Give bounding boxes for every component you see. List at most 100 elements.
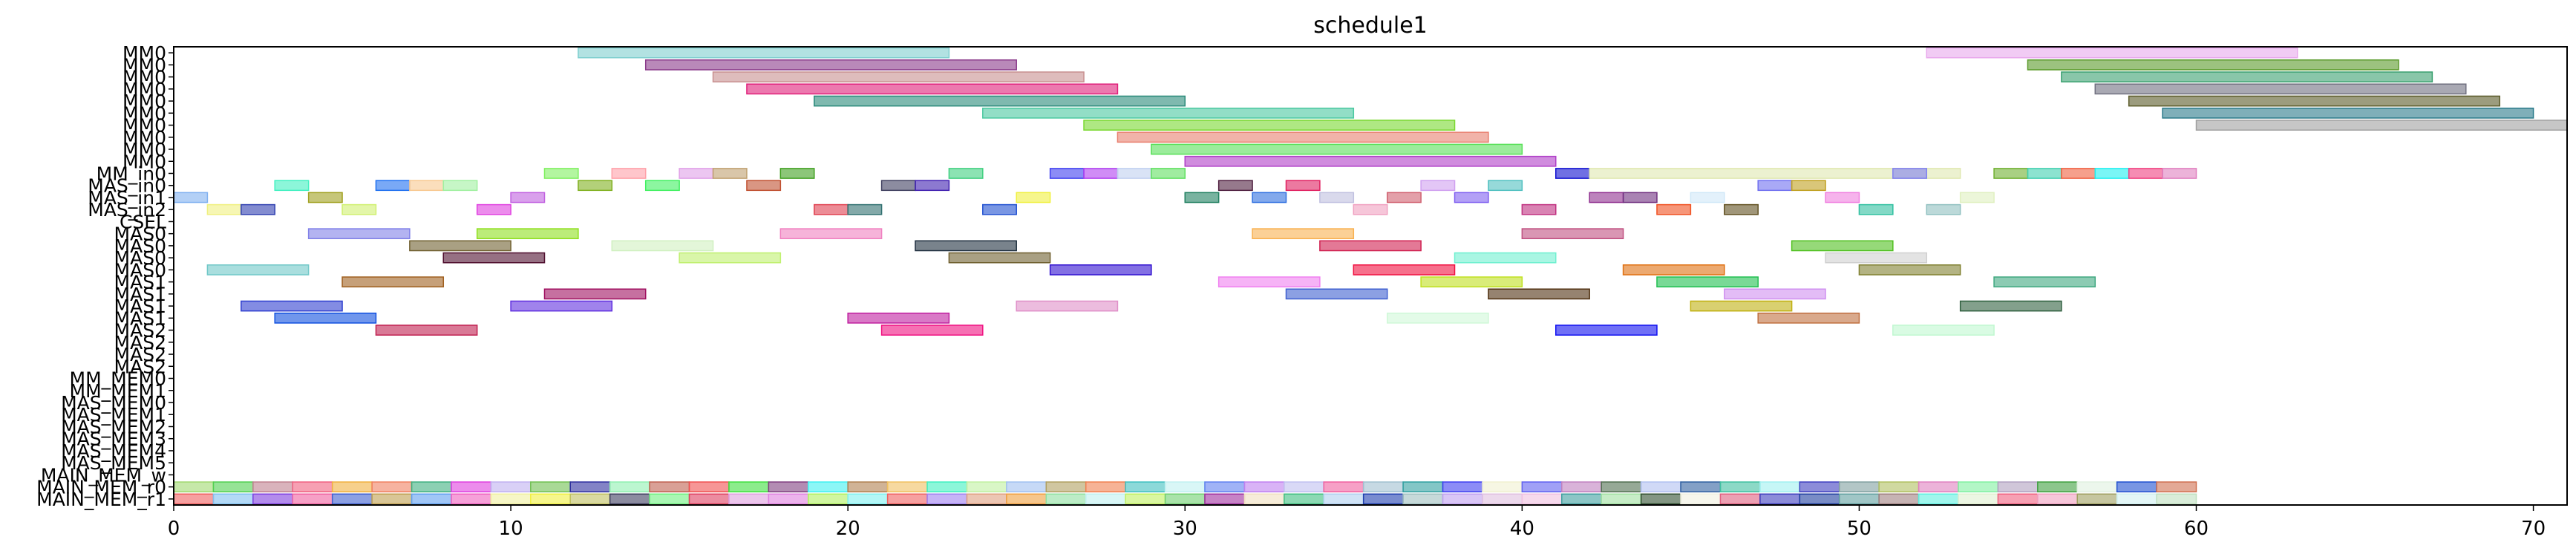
gantt-bar-101 [1656, 276, 1759, 287]
mem-bar-37-39 [1719, 493, 1761, 505]
mem-bar-36-28 [1284, 481, 1324, 493]
mem-bar-36-14 [728, 481, 770, 493]
y-tick-label-18: MAS0 [114, 259, 166, 281]
gantt-bar-4 [712, 71, 1085, 82]
mem-bar-36-13 [688, 481, 730, 493]
gantt-bar-68 [476, 203, 511, 215]
gantt-bar-5 [2061, 71, 2433, 82]
gantt-bar-42 [746, 180, 782, 192]
gantt-bar-72 [1353, 203, 1388, 215]
mem-bar-36-40 [1759, 481, 1801, 493]
y-tick-label-23: MAS2 [114, 320, 166, 342]
mem-bar-37-18 [886, 493, 928, 505]
y-tick-label-24: MAS2 [114, 332, 166, 353]
gantt-bar-18 [611, 168, 647, 179]
y-tick-label-0: MM0 [122, 42, 166, 64]
mem-bar-36-7 [451, 481, 492, 493]
gantt-bar-62 [1690, 192, 1725, 203]
mem-bar-37-19 [926, 493, 968, 505]
gantt-bar-77 [1926, 203, 1961, 215]
mem-bar-37-20 [966, 493, 1007, 505]
gantt-bar-34 [2128, 168, 2163, 179]
mem-bar-36-4 [331, 481, 373, 493]
y-tick-label-14: CSEL [120, 211, 166, 232]
gantt-bar-84 [611, 240, 714, 252]
gantt-bar-44 [915, 180, 950, 192]
mem-bar-37-15 [768, 493, 809, 505]
mem-bar-36-24 [1125, 481, 1166, 493]
plot-frame [173, 46, 2568, 506]
y-tick-label-27: MM_MEM0 [70, 368, 166, 390]
gantt-bar-39 [442, 180, 478, 192]
gantt-bar-100 [1420, 276, 1523, 287]
y-tick-label-26: MAS2 [114, 356, 166, 377]
gantt-bar-26 [1151, 168, 1186, 179]
y-tick-label-37: MAIN_MEM_r1 [36, 489, 166, 510]
mem-bar-37-40 [1759, 493, 1801, 505]
gantt-bar-31 [2027, 168, 2062, 179]
mem-bar-36-46 [1997, 481, 2039, 493]
mem-bar-37-27 [1243, 493, 1285, 505]
y-tick-label-1: MM0 [122, 54, 166, 76]
mem-bar-37-35 [1561, 493, 1602, 505]
mem-bar-36-1 [212, 481, 254, 493]
x-tick-label-60: 60 [2184, 518, 2209, 540]
gantt-bar-41 [644, 180, 680, 192]
y-tick-label-20: MAS1 [114, 284, 166, 305]
mem-bar-37-31 [1402, 493, 1444, 505]
mem-bar-36-19 [926, 481, 968, 493]
mem-bar-37-49 [2116, 493, 2157, 505]
mem-bar-37-24 [1125, 493, 1166, 505]
gantt-bar-51 [173, 192, 209, 203]
gantt-bar-9 [2128, 95, 2500, 107]
gantt-bar-33 [2094, 168, 2130, 179]
y-tick-label-12: MAS_in1 [88, 187, 166, 209]
gantt-bar-108 [510, 300, 613, 312]
mem-bar-37-17 [847, 493, 889, 505]
gantt-bar-69 [814, 203, 849, 215]
gantt-bar-8 [814, 95, 1186, 107]
gantt-bar-85 [915, 240, 1017, 252]
y-axis-labels: MM0MM0MM0MM0MM0MM0MM0MM0MM0MM0MM_in0MAS_… [36, 42, 174, 510]
gantt-bar-113 [847, 312, 950, 324]
mem-bar-37-29 [1323, 493, 1364, 505]
mem-bar-36-10 [569, 481, 611, 493]
gantt-bar-119 [1892, 325, 1995, 336]
mem-bar-37-30 [1362, 493, 1404, 505]
gantt-bar-82 [1521, 228, 1624, 240]
gantt-bar-22 [948, 168, 984, 179]
gantt-bar-103 [543, 288, 647, 300]
mem-bar-37-46 [1997, 493, 2039, 505]
mem-bar-37-48 [2076, 493, 2118, 505]
chart-title: schedule1 [1313, 13, 1428, 39]
gantt-bar-16 [1184, 155, 1557, 167]
y-tick-label-8: MM0 [122, 139, 166, 160]
gantt-bar-54 [1016, 192, 1051, 203]
gantt-bar-87 [1791, 240, 1894, 252]
mem-bar-36-17 [847, 481, 889, 493]
mem-bar-36-8 [490, 481, 532, 493]
gantt-bar-95 [1353, 264, 1456, 276]
mem-bar-37-32 [1442, 493, 1483, 505]
gantt-bar-46 [1285, 180, 1321, 192]
mem-bar-36-25 [1164, 481, 1206, 493]
mem-bar-36-47 [2037, 481, 2078, 493]
mem-bar-36-2 [252, 481, 294, 493]
mem-bar-36-15 [768, 481, 809, 493]
gantt-bar-35 [2162, 168, 2197, 179]
mem-bar-37-11 [609, 493, 650, 505]
mem-bar-36-50 [2156, 481, 2197, 493]
gantt-bar-14 [1117, 131, 1489, 143]
gantt-bar-110 [1690, 300, 1793, 312]
mem-bar-37-2 [252, 493, 294, 505]
mem-bar-36-26 [1204, 481, 1246, 493]
gantt-bar-30 [1993, 168, 2029, 179]
gantt-bar-66 [241, 203, 275, 215]
gantt-bar-56 [1252, 192, 1287, 203]
gantt-bar-104 [1285, 288, 1388, 300]
gantt-bar-109 [1016, 300, 1119, 312]
y-tick-label-25: MAS2 [114, 344, 166, 365]
mem-bar-37-37 [1640, 493, 1681, 505]
mem-bar-37-34 [1521, 493, 1563, 505]
